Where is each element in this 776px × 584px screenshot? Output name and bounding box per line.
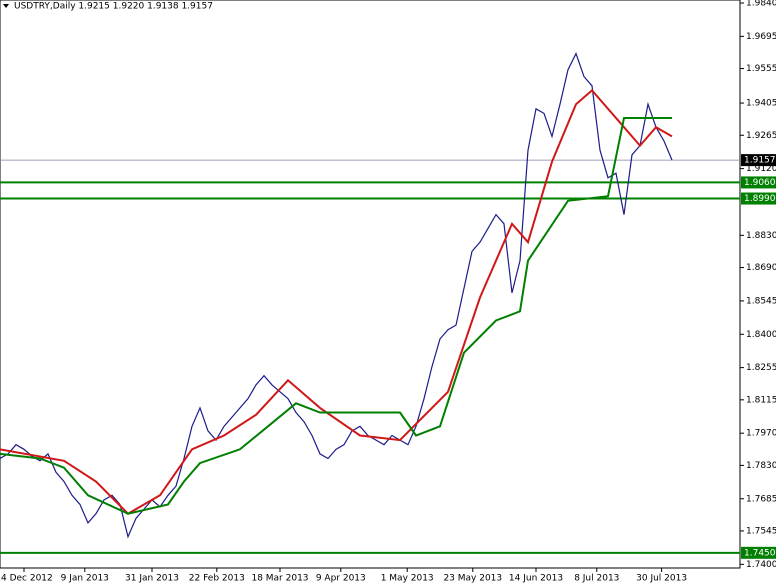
y-tick-label: 1.7685 — [746, 494, 776, 504]
level-box — [741, 176, 776, 189]
level-label: 1.8990 — [744, 194, 776, 204]
y-tick-label: 1.9840 — [746, 0, 776, 8]
y-tick-label: 1.7545 — [746, 526, 776, 536]
plot-area — [0, 0, 741, 569]
series-line — [0, 52, 673, 539]
y-tick-label: 1.8830 — [746, 231, 776, 241]
x-tick-label: 18 Mar 2013 — [251, 574, 308, 584]
x-tick-label: 31 Jan 2013 — [125, 574, 179, 584]
x-tick-label: 30 Jul 2013 — [636, 574, 687, 584]
level-label: 1.7450 — [744, 548, 776, 558]
x-tick-label: 23 May 2013 — [443, 574, 502, 584]
y-tick-label: 1.8400 — [746, 330, 776, 340]
series-line — [0, 117, 672, 515]
menu-arrow[interactable] — [3, 4, 9, 8]
level-box — [741, 546, 776, 559]
chart-title: USDTRY,Daily 1.9215 1.9220 1.9138 1.9157 — [14, 2, 213, 12]
y-tick-label: 1.7830 — [746, 461, 776, 471]
y-tick-label: 1.7400 — [746, 560, 776, 570]
last-price-box — [741, 154, 776, 167]
y-tick-label: 1.9120 — [746, 164, 776, 174]
x-tick-label: 1 May 2013 — [381, 574, 434, 584]
y-tick-label: 1.9695 — [746, 32, 776, 42]
x-tick-label: 14 Jun 2013 — [509, 574, 563, 584]
series-line — [0, 88, 673, 515]
last-price-label: 1.9157 — [744, 156, 776, 166]
y-tick-label: 1.8115 — [746, 395, 776, 405]
y-tick-label: 1.9555 — [746, 64, 776, 74]
y-tick-label: 1.8545 — [746, 296, 776, 306]
y-tick-label: 1.8255 — [746, 363, 776, 373]
level-box — [741, 192, 776, 205]
x-tick-label: 9 Apr 2013 — [316, 574, 366, 584]
y-tick-label: 1.7970 — [746, 429, 776, 439]
y-tick-label: 1.9405 — [746, 99, 776, 109]
level-label: 1.9060 — [744, 178, 776, 188]
x-tick-label: 14 Dec 2012 — [0, 574, 53, 584]
x-tick-label: 9 Jan 2013 — [61, 574, 109, 584]
y-tick-label: 1.8690 — [746, 263, 776, 273]
x-tick-label: 22 Feb 2013 — [189, 574, 245, 584]
x-tick-label: 8 Jul 2013 — [574, 574, 619, 584]
y-tick-label: 1.9265 — [746, 131, 776, 141]
